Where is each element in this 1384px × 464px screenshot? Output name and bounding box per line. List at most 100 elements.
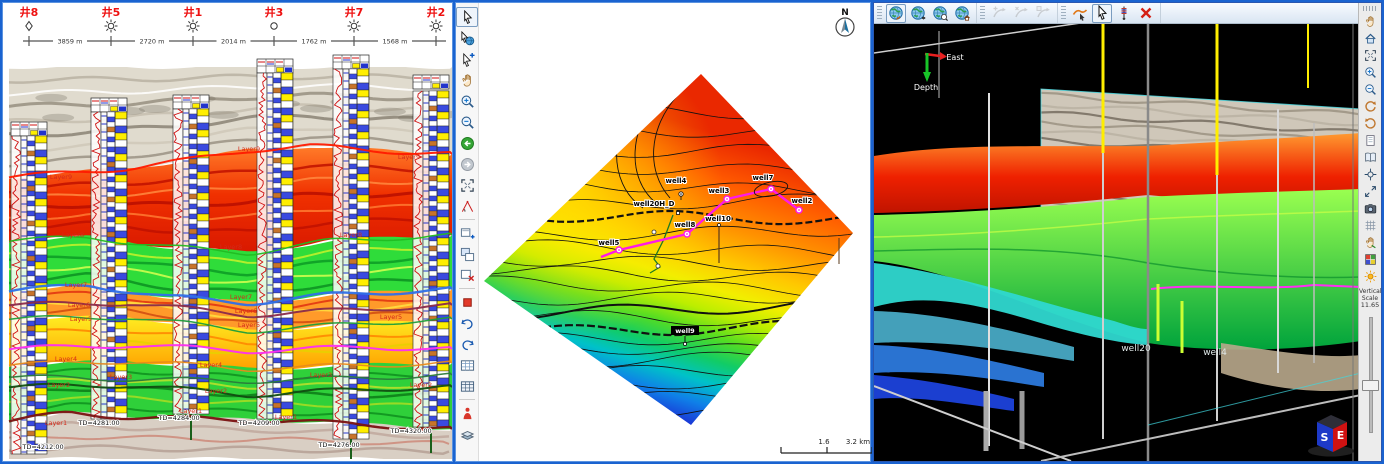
layer-label-Layer3: Layer3 [110,373,132,381]
toolbar-grip[interactable] [980,6,985,20]
well-symbol-circle [270,22,278,30]
data-table-button[interactable] [456,355,478,375]
layer-label-Layer9: Layer9 [50,173,72,181]
pan-select-tool[interactable] [456,28,478,48]
toolbar-grip[interactable] [1061,6,1066,20]
layers-button[interactable] [456,424,478,444]
add-line-button[interactable] [989,4,1009,23]
well-hazard-button[interactable] [456,403,478,423]
snapshot-button[interactable] [1359,200,1381,217]
fit-3d-button[interactable] [1359,47,1381,64]
td-label: TD=4281.00 [77,419,119,427]
section-well-header-井2[interactable]: 井2 [427,5,446,33]
redo-button[interactable] [456,334,478,354]
cursor-globe-icon [460,30,474,45]
map-well-well5[interactable]: well5 [598,238,621,248]
expand-view-button[interactable] [1359,183,1381,200]
vertical-scale-label: Vertical Scale [1359,288,1382,302]
vertical-scale-slider[interactable] [1359,313,1381,461]
section-well-header-井7[interactable]: 井7 [345,5,364,33]
distance-label: 2014 m [221,38,246,46]
map-well-label: well5 [599,239,620,247]
map-well-well8[interactable]: well8 [674,220,697,230]
view-forward-button[interactable] [456,154,478,174]
pick-horizon-button[interactable] [1070,4,1090,23]
north-arrow: N [835,8,855,37]
legend-button[interactable] [1359,251,1381,268]
zoom-out-3d-button[interactable] [1359,81,1381,98]
well-section-button[interactable] [1114,4,1134,23]
zoom-out-icon [1364,84,1376,95]
map-well-well10[interactable]: well10 [704,214,732,263]
zoom-in-tool[interactable] [456,91,478,111]
rotate-cw-icon [1364,101,1376,112]
map-well-well7[interactable]: well7 [752,173,790,199]
well-log-track[interactable] [256,58,294,420]
well-log-track[interactable] [332,54,370,464]
grid-3d-button[interactable] [1359,217,1381,234]
well-log-track[interactable] [90,97,128,420]
stop-button[interactable] [456,292,478,312]
pan-view-button[interactable] [908,4,928,23]
grid-view-button[interactable] [456,376,478,396]
pan-3d-button[interactable] [1359,13,1381,30]
pick-3d-button[interactable] [1359,234,1381,251]
map-well-well4[interactable]: well4 [665,176,688,200]
section-well-header-井8[interactable]: 井8 [20,5,39,32]
layer-label-Layer9: Layer9 [238,145,260,153]
home-icon [1364,33,1376,44]
section-well-header-井5[interactable]: 井5 [102,5,121,33]
zoom-fit-button[interactable] [456,175,478,195]
layer-label-Layer1: Layer1 [275,413,297,421]
close-view-button[interactable] [456,265,478,285]
section-well-header-井3[interactable]: 井3 [265,5,284,30]
section-well-name: 井8 [20,5,39,19]
compass-needle-left [841,18,845,33]
slider-track[interactable] [1369,317,1373,433]
well-log-track[interactable] [10,121,48,455]
delete-button[interactable] [1136,4,1156,23]
layer-label-Layer5: Layer5 [238,321,260,329]
toolbar-separator [459,399,475,400]
new-view-button[interactable] [456,223,478,243]
rotate-ccw-button[interactable] [1359,115,1381,132]
copy-view-button[interactable] [456,244,478,264]
logo-letter-side: E [1337,429,1345,442]
toolbar-grip[interactable] [877,6,882,20]
select-tool[interactable] [456,7,478,27]
move-object-button[interactable] [1359,166,1381,183]
slider-handle[interactable] [1362,379,1379,391]
map-well-well2[interactable]: well2 [791,196,814,206]
zoom-view-button[interactable] [930,4,950,23]
light-button[interactable] [1359,268,1381,285]
rotate-cw-button[interactable] [1359,98,1381,115]
hand-pick-icon [1365,237,1376,249]
section-well-header-井1[interactable]: 井1 [184,5,203,33]
map-well-well9[interactable]: well9 [671,326,699,346]
view-back-button[interactable] [456,133,478,153]
add-select-tool[interactable] [456,49,478,69]
well-log-track[interactable] [412,74,450,453]
well-symbol-flare [186,19,200,33]
scene-list-button[interactable] [1359,149,1381,166]
home-view-button[interactable] [952,4,972,23]
structure-map-canvas[interactable]: well5 well8 well3 well7 well2 well4 well20H_Dw… [478,3,872,461]
well-correlation-canvas[interactable]: 井8 井5 井1 井3 井7 井2 3859 m 2720 m 2014 m 1762 m 1568… [3,3,453,464]
map-well-well3[interactable]: well3 [708,186,731,196]
rotate-view-button[interactable] [886,3,906,23]
select-3d-button[interactable] [1092,3,1112,23]
undo-icon [460,318,473,329]
frame-copy-icon [460,247,474,261]
zoom-out-tool[interactable] [456,112,478,132]
map-well-well20H_D[interactable]: well20H_D [633,199,680,215]
paste-line-button[interactable] [1033,4,1053,23]
measure-angle-tool[interactable] [456,196,478,216]
undo-button[interactable] [456,313,478,333]
scene-3d-canvas[interactable]: East Depth well20 well4 S E [874,23,1361,461]
home-3d-button[interactable] [1359,30,1381,47]
edit-line-button[interactable] [1011,4,1031,23]
toolbar-grip[interactable] [1363,6,1377,11]
zoom-in-3d-button[interactable] [1359,64,1381,81]
clip-plane-button[interactable] [1359,132,1381,149]
pan-tool[interactable] [456,70,478,90]
